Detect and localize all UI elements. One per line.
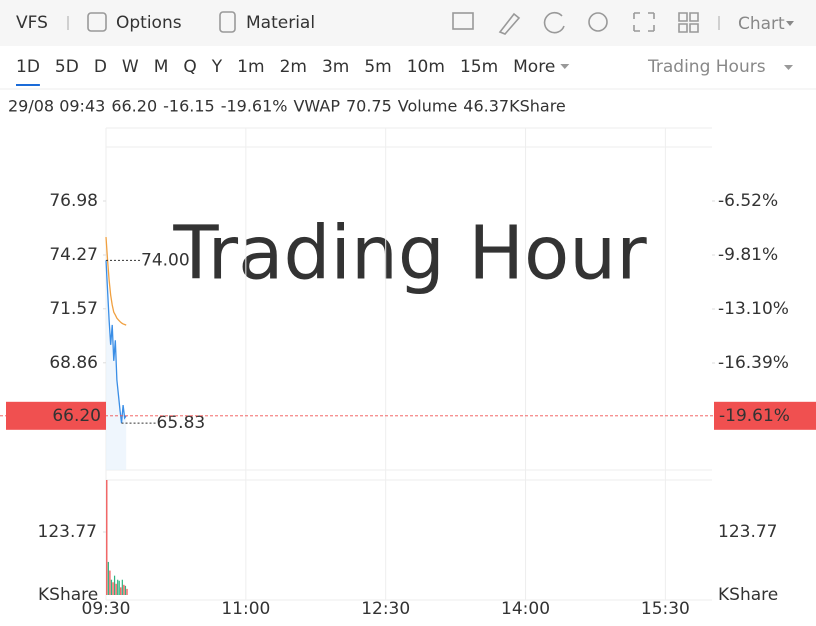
period-tab[interactable]: 1D xyxy=(16,57,40,77)
volume-bar xyxy=(110,579,113,595)
period-tab[interactable]: 5D xyxy=(55,57,79,77)
volume-bar xyxy=(118,580,120,595)
volume-bar xyxy=(109,570,111,595)
volume-bar xyxy=(112,582,114,595)
chart-menu[interactable]: Chart xyxy=(738,14,785,34)
volume-bar xyxy=(126,588,128,595)
volume-bar xyxy=(121,579,123,595)
y-tick-label: 74.27 xyxy=(49,245,98,265)
quote-price: 66.20 xyxy=(111,97,157,116)
y-tick-label: 71.57 xyxy=(49,299,98,319)
dropdown-arrow xyxy=(786,21,794,26)
x-tick-label: 15:30 xyxy=(641,599,690,619)
period-tab[interactable]: W xyxy=(122,57,139,77)
active-underline xyxy=(16,84,40,86)
x-tick-label: 09:30 xyxy=(82,599,131,619)
period-tab[interactable]: 2m xyxy=(280,57,307,77)
period-tab[interactable]: D xyxy=(94,57,107,77)
marker-label: 65.83 xyxy=(157,413,206,433)
volume-bar xyxy=(120,587,122,595)
tool-icons xyxy=(452,11,699,35)
series-line xyxy=(105,237,127,326)
options-icon xyxy=(87,12,107,32)
period-tab[interactable]: More xyxy=(513,57,555,77)
x-tick-label: 11:00 xyxy=(221,599,270,619)
period-tab[interactable]: 10m xyxy=(407,57,445,77)
volume-bar xyxy=(117,579,119,595)
volume-bar xyxy=(115,583,117,595)
tab-row: 1D 5D D W M Q Y 1m 2m 3m 5m 10m 15m More xyxy=(0,57,816,90)
settings-icon[interactable] xyxy=(588,12,608,32)
quote-volume-label: Volume xyxy=(398,97,458,116)
dropdown-arrow xyxy=(784,65,793,70)
volume-unit: KShare xyxy=(38,585,98,605)
last-price-tag xyxy=(6,401,106,430)
y-tick-label: 68.86 xyxy=(49,353,98,373)
last-price-label: 66.20 xyxy=(52,406,101,426)
material-button[interactable]: Material xyxy=(246,13,315,33)
volume-unit: KShare xyxy=(718,585,778,605)
indicator-icon[interactable] xyxy=(452,12,474,30)
quote-vwap: 70.75 xyxy=(346,97,392,116)
options-button[interactable]: Options xyxy=(116,13,182,33)
period-tab[interactable]: 3m xyxy=(322,57,349,77)
volume-tick-label: 123.77 xyxy=(718,522,777,542)
last-pct-label: -19.61% xyxy=(719,406,790,426)
quote-change-pct: -19.61% xyxy=(221,97,288,116)
period-tab[interactable]: Y xyxy=(211,57,223,77)
marker-label: 74.00 xyxy=(141,250,190,270)
draw-icon[interactable] xyxy=(498,12,521,35)
x-tick-label: 12:30 xyxy=(361,599,410,619)
volume-bar xyxy=(106,480,108,595)
quote-volume: 46.37KShare xyxy=(463,97,565,116)
period-tab[interactable]: 1m xyxy=(237,57,264,77)
y2-tick-label: -9.81% xyxy=(718,245,778,265)
quote-vwap-label: VWAP xyxy=(293,97,340,116)
dropdown-arrow xyxy=(560,64,570,69)
quote-row: 29/08 09:43 66.20 -16.15 -19.61% VWAP 70.75 Vo… xyxy=(8,97,566,116)
y2-tick-label: -16.39% xyxy=(718,353,789,373)
material-icon xyxy=(219,11,236,33)
quote-time: 29/08 09:43 xyxy=(8,97,105,116)
session-select[interactable]: Trading Hours xyxy=(647,57,766,77)
x-tick-label: 14:00 xyxy=(501,599,550,619)
period-tab[interactable]: 15m xyxy=(460,57,498,77)
y-tick-label: 76.98 xyxy=(49,191,98,211)
last-pct-tag xyxy=(714,401,816,430)
volume-bar xyxy=(107,561,109,595)
volume-bar xyxy=(113,575,116,595)
layout-icon[interactable] xyxy=(678,12,699,33)
toolbar-bg xyxy=(0,0,816,46)
volume-bar xyxy=(124,585,127,595)
y2-tick-label: -13.10% xyxy=(718,299,789,319)
period-tab[interactable]: M xyxy=(154,57,169,77)
fullscreen-icon[interactable] xyxy=(633,12,655,32)
period-tab[interactable]: Q xyxy=(183,57,196,77)
symbol: VFS xyxy=(16,13,48,33)
watermark: Trading Hour xyxy=(172,211,647,297)
volume-bar xyxy=(123,584,125,595)
chart: Trading Hour 09:30 11:00 12:30 14:00 15:30 76.… xyxy=(0,127,816,619)
period-tab[interactable]: 5m xyxy=(364,57,391,77)
quote-change: -16.15 xyxy=(163,97,215,116)
refresh-icon[interactable] xyxy=(543,11,565,34)
series-line xyxy=(105,260,127,424)
volume-tick-label: 123.77 xyxy=(38,522,97,542)
y2-tick-label: -6.52% xyxy=(718,191,778,211)
